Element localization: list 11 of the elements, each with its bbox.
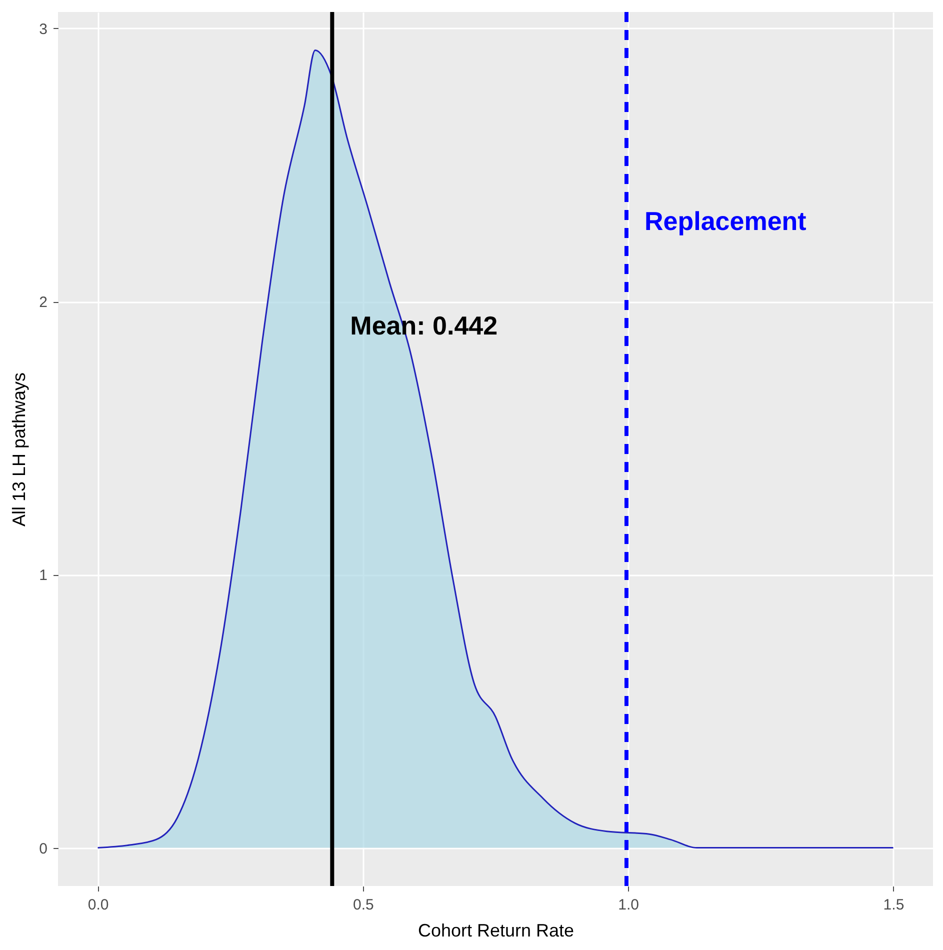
y-tick-label: 0 [39, 840, 48, 858]
x-tick-label: 0.0 [88, 896, 109, 914]
x-tick-label: 1.5 [883, 896, 904, 914]
x-tick-label: 1.0 [618, 896, 640, 914]
y-tick-label: 1 [39, 567, 48, 584]
ref-line-label: Replacement [644, 206, 807, 236]
x-tick-label: 0.5 [352, 896, 374, 914]
x-axis-title: Cohort Return Rate [418, 920, 574, 940]
y-tick-label: 2 [39, 294, 48, 312]
y-axis-title: All 13 LH pathways [9, 372, 30, 527]
y-tick-label: 3 [39, 20, 48, 38]
